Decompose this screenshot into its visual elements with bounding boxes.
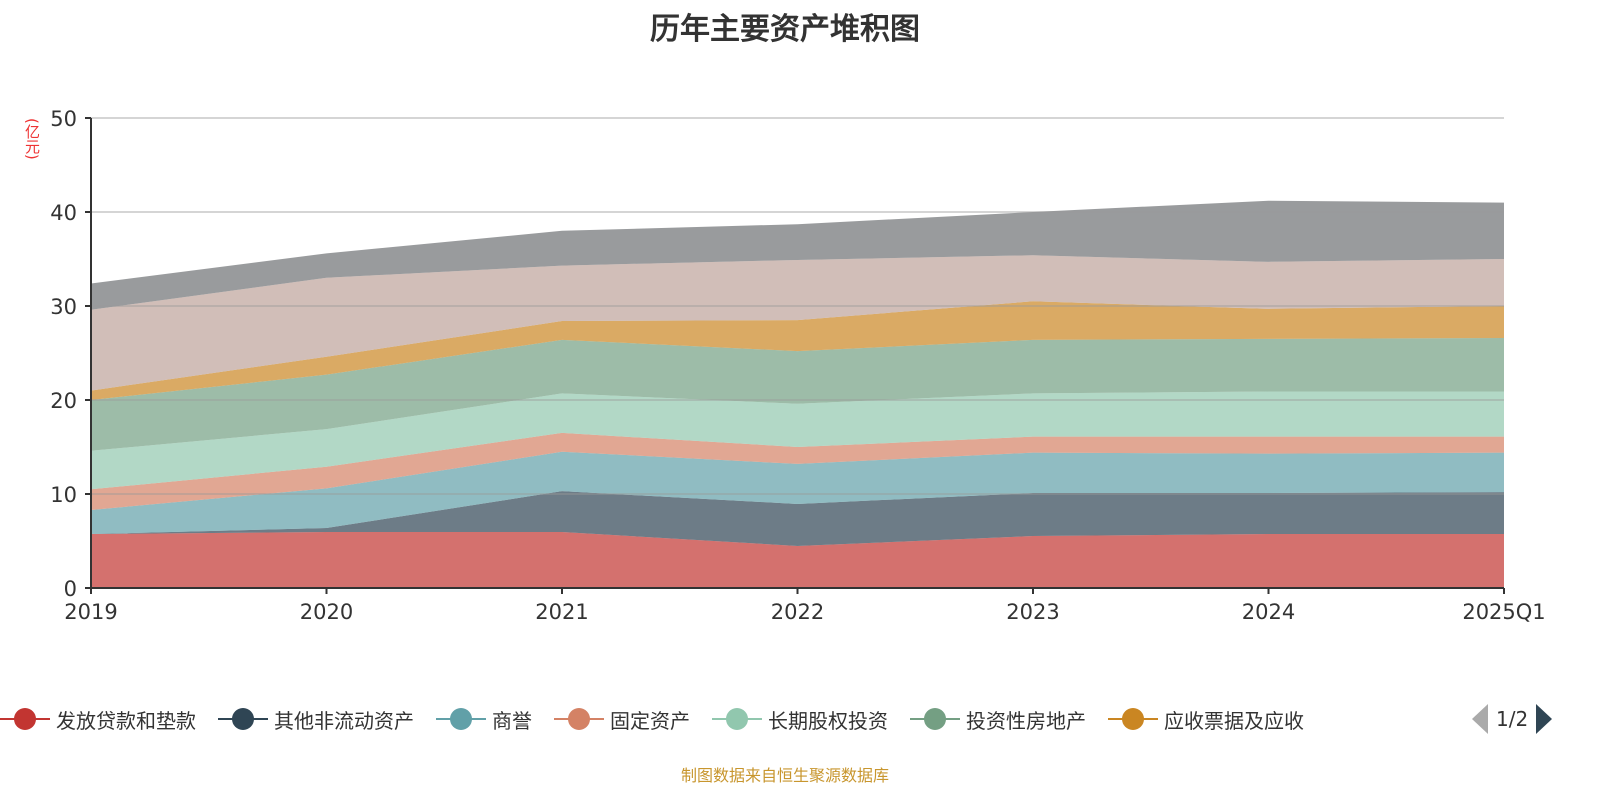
x-tick-label: 2022 bbox=[771, 600, 824, 624]
legend-label: 长期股权投资 bbox=[768, 708, 888, 733]
area-series-7 bbox=[91, 301, 1504, 400]
y-tick-label: 10 bbox=[50, 483, 77, 507]
source-note: 制图数据来自恒生聚源数据库 bbox=[680, 766, 889, 785]
legend-label: 应收票据及应收 bbox=[1164, 708, 1304, 733]
legend-marker-icon bbox=[436, 706, 486, 732]
y-tick-label: 50 bbox=[50, 107, 77, 131]
area-series-6 bbox=[91, 337, 1504, 451]
y-tick-label: 0 bbox=[64, 577, 77, 601]
legend-pager: 1/2 bbox=[1472, 704, 1553, 734]
legend-item[interactable]: 应收票据及应收 bbox=[1108, 705, 1304, 734]
x-tick-label: 2019 bbox=[64, 600, 117, 624]
area-series-5 bbox=[91, 391, 1504, 490]
area-series-4 bbox=[91, 432, 1504, 510]
legend-item[interactable]: 其他非流动资产 bbox=[218, 705, 414, 734]
x-tick-label: 2025Q1 bbox=[1462, 600, 1545, 624]
legend-marker-icon bbox=[1108, 706, 1158, 732]
legend-item[interactable]: 长期股权投资 bbox=[712, 705, 888, 734]
y-tick-label: 40 bbox=[50, 201, 77, 225]
legend-prev-page-icon[interactable] bbox=[1472, 704, 1488, 734]
legend-label: 商誉 bbox=[492, 708, 532, 733]
legend: 发放贷款和垫款 其他非流动资产 商誉 固定资产 长期股权投资 投资性房地产 应收票据及应收 bbox=[0, 704, 1326, 734]
legend-item[interactable]: 发放贷款和垫款 bbox=[0, 705, 196, 734]
y-tick-label: 20 bbox=[50, 389, 77, 413]
legend-marker-icon bbox=[554, 706, 604, 732]
legend-item[interactable]: 商誉 bbox=[436, 705, 532, 734]
area-series-9 bbox=[91, 200, 1504, 310]
legend-marker-icon bbox=[0, 706, 50, 732]
legend-label: 投资性房地产 bbox=[966, 708, 1086, 733]
legend-page-indicator: 1/2 bbox=[1496, 707, 1529, 731]
legend-item[interactable]: 投资性房地产 bbox=[910, 705, 1086, 734]
area-series-3 bbox=[91, 451, 1504, 535]
legend-next-page-icon[interactable] bbox=[1536, 704, 1553, 734]
x-tick-label: 2023 bbox=[1006, 600, 1059, 624]
legend-marker-icon bbox=[218, 706, 268, 732]
y-tick-label: 30 bbox=[50, 295, 77, 319]
legend-label: 发放贷款和垫款 bbox=[56, 708, 196, 733]
area-series-2 bbox=[91, 491, 1504, 546]
area-series-1 bbox=[91, 531, 1504, 588]
legend-label: 其他非流动资产 bbox=[274, 708, 414, 733]
area-series-8 bbox=[91, 255, 1504, 391]
x-tick-label: 2021 bbox=[535, 600, 588, 624]
legend-item[interactable]: 固定资产 bbox=[554, 705, 690, 734]
x-tick-label: 2020 bbox=[300, 600, 353, 624]
x-tick-label: 2024 bbox=[1242, 600, 1295, 624]
legend-label: 固定资产 bbox=[610, 708, 690, 733]
legend-marker-icon bbox=[712, 706, 762, 732]
y-axis-unit-label: (亿元) bbox=[23, 118, 41, 160]
legend-marker-icon bbox=[910, 706, 960, 732]
chart-title: 历年主要资产堆积图 bbox=[650, 12, 920, 47]
